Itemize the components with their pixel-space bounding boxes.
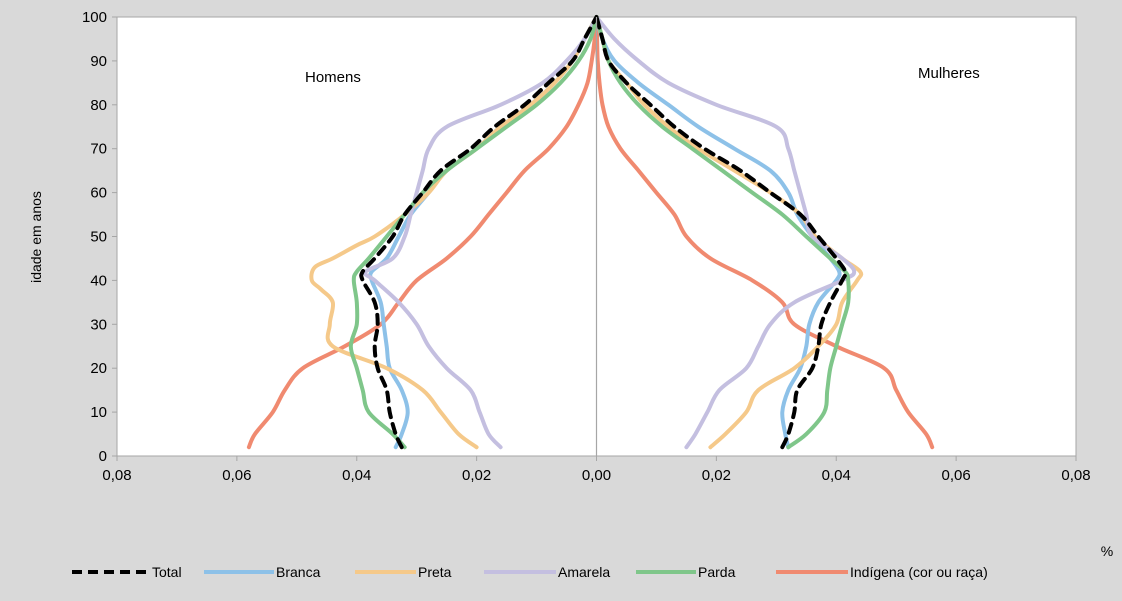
series-lines (246, 15, 935, 450)
series-line-ind-gena-cor-ou-ra-a-men (246, 15, 599, 450)
axes: 0,08 0,06 0,04 0,02 0,00 0,02 0,04 0,06 0,08 0 10 2… (82, 9, 1091, 484)
y-tick-label: 100 (82, 9, 107, 26)
legend-label: Parda (698, 564, 736, 580)
legend-item-total: Total (72, 564, 182, 580)
y-axis-title: idade em anos (28, 191, 44, 283)
legend-item-branca: Branca (204, 564, 321, 580)
x-tick-label: 0,06 (942, 467, 971, 484)
y-tick-label: 60 (90, 185, 107, 202)
x-axis-unit-label: % (1101, 543, 1113, 559)
series-line-parda-men (348, 15, 599, 450)
legend-item-parda: Parda (636, 564, 736, 580)
legend-item-preta: Preta (355, 564, 452, 580)
series-line-amarela-women (594, 15, 857, 450)
y-tick-label: 80 (90, 97, 107, 114)
x-tick-label: 0,08 (1061, 467, 1090, 484)
y-tick-label: 50 (90, 229, 107, 246)
legend-label: Branca (276, 564, 321, 580)
series-line-parda-women (594, 15, 851, 450)
series-line-ind-gena-cor-ou-ra-a-women (594, 15, 935, 450)
x-tick-label: 0,00 (582, 467, 611, 484)
x-tick-label: 0,06 (222, 467, 251, 484)
legend-label: Total (152, 564, 182, 580)
series-line-total-men (359, 15, 599, 450)
legend-label: Amarela (558, 564, 610, 580)
y-tick-label: 10 (90, 404, 107, 421)
series-line-amarela-men (363, 15, 599, 450)
legend: Total Branca Preta Amarela Parda Indígena (co… (72, 564, 988, 580)
y-tick-label: 20 (90, 360, 107, 377)
series-line-total-women (594, 15, 848, 450)
y-tick-label: 90 (90, 53, 107, 70)
series-line-preta-men (309, 15, 599, 450)
legend-item-ind-gena-cor-ou-ra-a: Indígena (cor ou raça) (776, 564, 988, 580)
legend-label: Indígena (cor ou raça) (850, 564, 988, 580)
x-tick-label: 0,02 (462, 467, 491, 484)
legend-item-amarela: Amarela (484, 564, 610, 580)
y-tick-label: 70 (90, 141, 107, 158)
x-tick-label: 0,04 (822, 467, 851, 484)
x-tick-label: 0,04 (342, 467, 371, 484)
y-tick-label: 30 (90, 316, 107, 333)
y-tick-label: 0 (99, 448, 107, 465)
y-tick-label: 40 (90, 272, 107, 289)
women-label: Mulheres (918, 65, 980, 82)
men-label: Homens (305, 69, 361, 86)
x-tick-label: 0,08 (102, 467, 131, 484)
legend-label: Preta (418, 564, 452, 580)
x-tick-label: 0,02 (702, 467, 731, 484)
